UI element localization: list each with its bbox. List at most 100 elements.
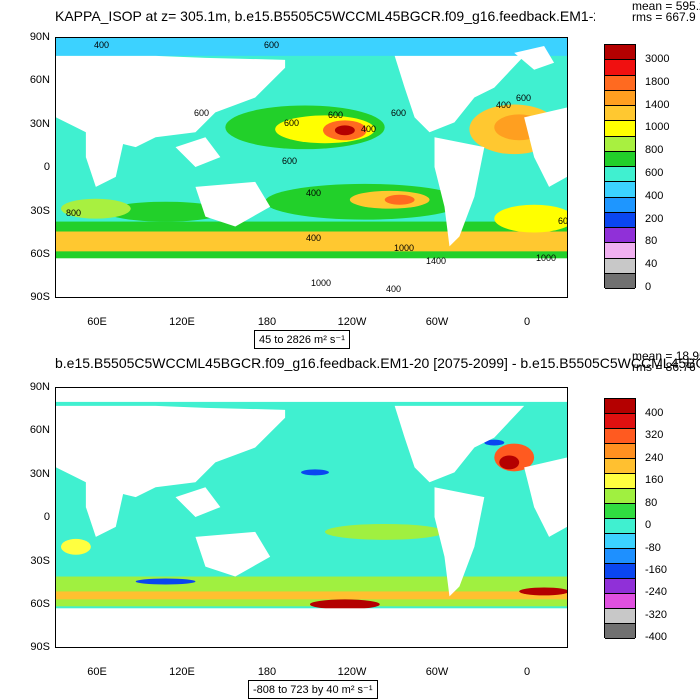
eurasia-land — [56, 55, 286, 148]
y-tick: 30N — [29, 468, 50, 480]
north-pacific-negative — [301, 469, 329, 476]
colorbar-label: 80 — [645, 235, 658, 248]
arctic-ocean — [56, 38, 567, 56]
maritime-continent-land — [175, 137, 221, 168]
colorbar-label: 80 — [645, 496, 658, 509]
y-tick: 30S — [30, 205, 50, 217]
contour-label: 600 — [391, 108, 407, 118]
colorbar-swatch — [605, 60, 635, 76]
y-tick: 60N — [29, 74, 50, 86]
south-pacific-gyre — [324, 523, 445, 540]
acc-core-band — [56, 231, 567, 252]
north-atlantic-negative — [484, 439, 505, 446]
contour-label: 800 — [66, 208, 82, 218]
colorbar-swatch — [605, 90, 635, 106]
map-field — [56, 38, 567, 297]
x-tick: 0 — [523, 316, 531, 328]
x-tick: 180 — [257, 666, 277, 678]
australia-land — [195, 531, 271, 577]
x-tick: 60W — [425, 666, 449, 678]
contour-label: 600 — [264, 40, 280, 50]
contour-label: 600 — [282, 156, 298, 166]
y-tick: 0 — [43, 161, 50, 173]
colorbar-swatch — [605, 258, 635, 274]
colorbar-swatch — [605, 243, 635, 259]
map-plot — [55, 387, 568, 648]
contour-label: 600 — [516, 93, 532, 103]
colorbar-label: 800 — [645, 144, 664, 157]
colorbar-swatch — [605, 549, 635, 564]
colorbar-swatch — [605, 399, 635, 414]
colorbar-label: 600 — [645, 167, 664, 179]
x-tick: 60W — [425, 316, 449, 328]
africa-east-land — [524, 107, 567, 187]
south-pacific-peak — [384, 194, 415, 205]
colorbar-label: 1400 — [645, 98, 670, 111]
mean-stat: mean = 18.95 — [632, 349, 700, 363]
contour-label: 400 — [306, 233, 322, 243]
x-tick: 60E — [87, 666, 107, 678]
colorbar-swatch — [605, 519, 635, 534]
colorbar-swatch — [605, 212, 635, 228]
colorbar-swatch — [605, 273, 635, 289]
colorbar-swatch — [605, 489, 635, 504]
north-america-land — [394, 405, 525, 483]
panel-title: KAPPA_ISOP at z= 305.1m, b.e15.B5505C5WC… — [55, 8, 595, 24]
greenland-land — [514, 45, 555, 70]
contour-label: 600 — [328, 110, 344, 120]
colorbar-label: -80 — [645, 541, 661, 554]
map-plot: 400 600 600 600 600 600 400 400 600 1000 1000 1000 1… — [55, 37, 568, 298]
colorbar-label: 320 — [645, 429, 664, 442]
colorbar-label: 0 — [645, 281, 652, 293]
colorbar-label: 160 — [645, 474, 664, 487]
south-indian-negative — [135, 578, 196, 585]
colorbar-swatch — [605, 197, 635, 213]
contour-label: 600 — [284, 118, 300, 128]
south-america-land — [434, 137, 485, 247]
panel-title: b.e15.B5505C5WCCML45BGCR.f09_g16.feedbac… — [55, 355, 700, 371]
range-label: -808 to 723 by 40 m² s⁻¹ — [248, 680, 378, 699]
colorbar-swatch — [605, 459, 635, 474]
contour-label: 1400 — [426, 256, 447, 266]
colorbar-swatch — [605, 136, 635, 152]
arctic-land — [56, 388, 567, 402]
colorbar — [604, 44, 636, 289]
south-indian-gyre — [105, 201, 226, 222]
colorbar-swatch — [605, 564, 635, 579]
colorbar-swatch — [605, 624, 635, 639]
colorbar-label: 3000 — [645, 53, 670, 65]
eurasia-land — [56, 405, 286, 498]
colorbar-swatch — [605, 474, 635, 489]
colorbar-swatch — [605, 534, 635, 549]
colorbar-label: -400 — [645, 631, 668, 644]
x-tick: 0 — [523, 666, 531, 678]
colorbar-label: 1000 — [645, 121, 670, 134]
colorbar-swatch — [605, 429, 635, 444]
colorbar-swatch — [605, 504, 635, 519]
y-tick: 30N — [29, 118, 50, 130]
antarctica-land — [56, 608, 567, 647]
y-tick: 60N — [29, 424, 50, 436]
colorbar-swatch — [605, 45, 635, 61]
colorbar-label: -320 — [645, 608, 668, 621]
colorbar-swatch — [605, 121, 635, 137]
x-tick: 120W — [337, 316, 367, 328]
colorbar-label: 240 — [645, 451, 664, 464]
contour-label: 1000 — [311, 278, 332, 288]
colorbar-swatch — [605, 228, 635, 244]
colorbar-label: -160 — [645, 563, 668, 576]
x-tick: 120E — [169, 666, 195, 678]
x-tick: 120W — [337, 666, 367, 678]
contour-label: 400 — [361, 124, 377, 134]
contour-label: 400 — [94, 40, 110, 50]
colorbar-label: 200 — [645, 212, 664, 225]
rms-stat: rms = 86.76 — [632, 360, 696, 374]
colorbar-label: 0 — [645, 519, 652, 532]
colorbar-swatch — [605, 414, 635, 429]
colorbar-label: -240 — [645, 586, 668, 599]
y-tick: 60S — [30, 248, 50, 260]
colorbar-label: 1800 — [645, 75, 670, 88]
contour-label: 1000 — [536, 253, 557, 263]
y-tick: 30S — [30, 555, 50, 567]
colorbar-swatch — [605, 167, 635, 183]
